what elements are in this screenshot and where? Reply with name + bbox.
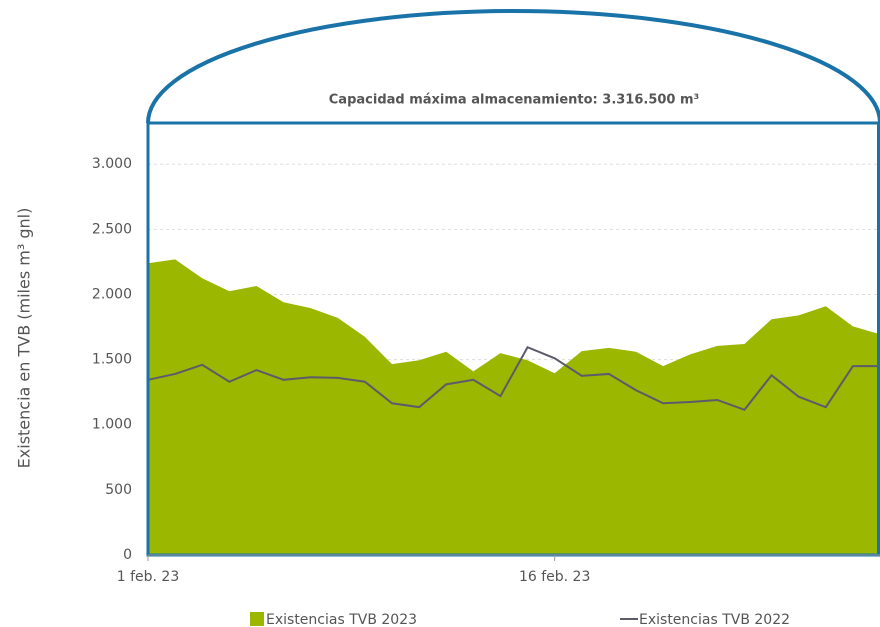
x-tick-label: 16 feb. 23 [519, 569, 590, 585]
legend-label: Existencias TVB 2023 [266, 612, 417, 627]
y-tick-label: 500 [105, 482, 132, 498]
y-tick-label: 1.000 [92, 417, 132, 433]
line [147, 345, 880, 411]
legend-label: Existencias TVB 2022 [639, 612, 790, 627]
y-axis-label: Existencia en TVB (miles m³ gnl) [15, 208, 34, 469]
y-tick-label: 2.000 [92, 286, 132, 302]
area [148, 259, 880, 555]
y-tick-label: 2.500 [92, 221, 132, 237]
capacity-arc [146, 9, 880, 124]
y-tick-label: 3.000 [92, 156, 132, 172]
y-tick-label: 1.500 [92, 352, 132, 368]
x-tick-label: 1 feb. 23 [117, 569, 180, 585]
annotation: Capacidad máxima almacenamiento: 3.316.5… [329, 93, 699, 108]
legend-swatch [250, 612, 264, 626]
y-tick-label: 0 [123, 547, 132, 563]
